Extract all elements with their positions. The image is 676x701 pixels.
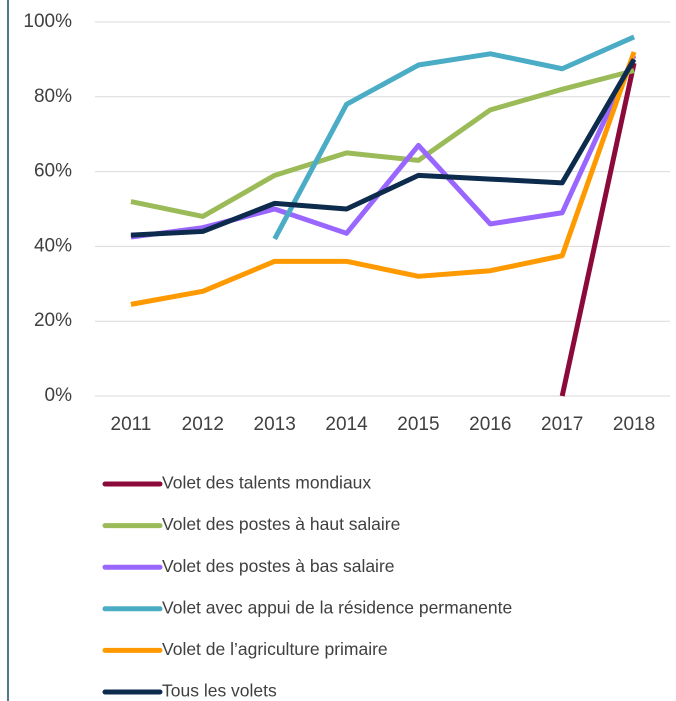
series-line [130, 51, 637, 307]
series-line [272, 34, 636, 241]
y-tick-label: 0% [45, 385, 73, 406]
legend-label: Volet des postes à haut salaire [162, 514, 400, 534]
y-tick-label: 20% [34, 310, 72, 331]
y-tick-label: 60% [34, 161, 72, 182]
x-tick-label: 2012 [182, 414, 224, 435]
legend-label: Volet des postes à bas salaire [162, 556, 395, 576]
x-tick-label: 2018 [613, 414, 655, 435]
y-tick-label: 40% [34, 235, 72, 256]
x-tick-label: 2016 [469, 414, 511, 435]
legend-label: Volet avec appui de la résidence permane… [162, 597, 512, 617]
y-tick-label: 80% [34, 86, 72, 107]
legend-label: Tous les volets [162, 681, 277, 701]
x-tick-label: 2013 [254, 414, 296, 435]
legend-label: Volet des talents mondiaux [162, 473, 371, 493]
x-tick-label: 2014 [325, 414, 368, 435]
x-tick-label: 2015 [397, 414, 439, 435]
series-line [130, 68, 635, 219]
x-tick-label: 2017 [541, 414, 583, 435]
series-line [559, 62, 637, 397]
legend-label: Volet de l’agriculture primaire [162, 639, 388, 659]
series-line [130, 58, 637, 238]
y-tick-label: 100% [23, 11, 72, 32]
x-tick-label: 2011 [111, 414, 152, 435]
